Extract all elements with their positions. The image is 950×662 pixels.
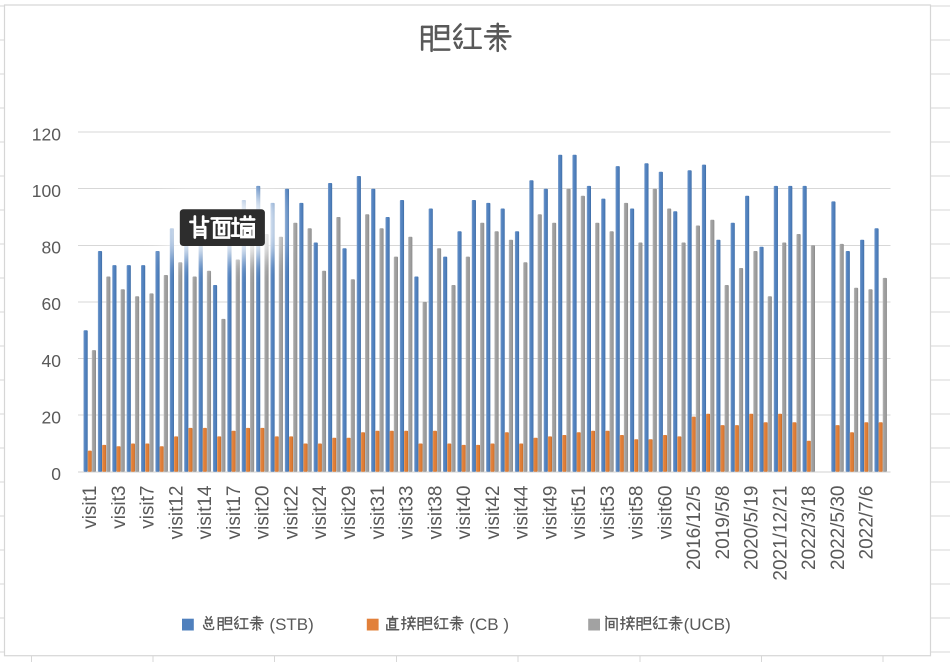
- svg-text:2022/5/30: 2022/5/30: [828, 486, 849, 571]
- svg-text:visit40: visit40: [454, 486, 475, 540]
- svg-text:visit44: visit44: [512, 485, 533, 539]
- svg-text:visit49: visit49: [540, 486, 561, 540]
- svg-text:visit1: visit1: [80, 486, 101, 529]
- svg-text:2022/7/6: 2022/7/6: [857, 486, 878, 560]
- svg-text:visit42: visit42: [483, 486, 504, 540]
- svg-text:20: 20: [42, 408, 62, 428]
- svg-text:2020/5/19: 2020/5/19: [742, 486, 763, 571]
- svg-text:100: 100: [32, 181, 61, 201]
- svg-text:visit53: visit53: [598, 486, 619, 540]
- svg-text:visit24: visit24: [310, 485, 331, 539]
- svg-text:visit20: visit20: [253, 486, 274, 540]
- svg-text:visit22: visit22: [282, 486, 303, 540]
- svg-text:40: 40: [42, 351, 62, 371]
- svg-text:visit14: visit14: [195, 485, 216, 539]
- svg-text:0: 0: [51, 464, 61, 484]
- svg-text:2016/12/5: 2016/12/5: [684, 486, 705, 571]
- svg-text:visit38: visit38: [425, 486, 446, 540]
- svg-text:visit33: visit33: [397, 486, 418, 540]
- svg-text:visit58: visit58: [627, 486, 648, 540]
- svg-text:visit51: visit51: [569, 486, 590, 540]
- svg-text:visit17: visit17: [224, 486, 245, 540]
- svg-text:visit12: visit12: [166, 486, 187, 540]
- svg-text:2021/12/21: 2021/12/21: [770, 486, 791, 581]
- svg-text:2019/5/8: 2019/5/8: [713, 486, 734, 560]
- svg-text:visit7: visit7: [138, 486, 159, 529]
- svg-text:visit60: visit60: [655, 486, 676, 540]
- svg-text:2022/3/18: 2022/3/18: [799, 486, 820, 571]
- svg-text:120: 120: [32, 124, 61, 144]
- svg-text:visit29: visit29: [339, 486, 360, 540]
- svg-text:80: 80: [42, 238, 62, 258]
- svg-text:visit31: visit31: [368, 486, 389, 540]
- svg-text:visit3: visit3: [109, 486, 130, 529]
- svg-text:60: 60: [42, 294, 62, 314]
- svg-text:(UCB): (UCB): [684, 615, 731, 634]
- svg-text:(CB ): (CB ): [465, 615, 509, 634]
- svg-text:(STB): (STB): [265, 615, 314, 634]
